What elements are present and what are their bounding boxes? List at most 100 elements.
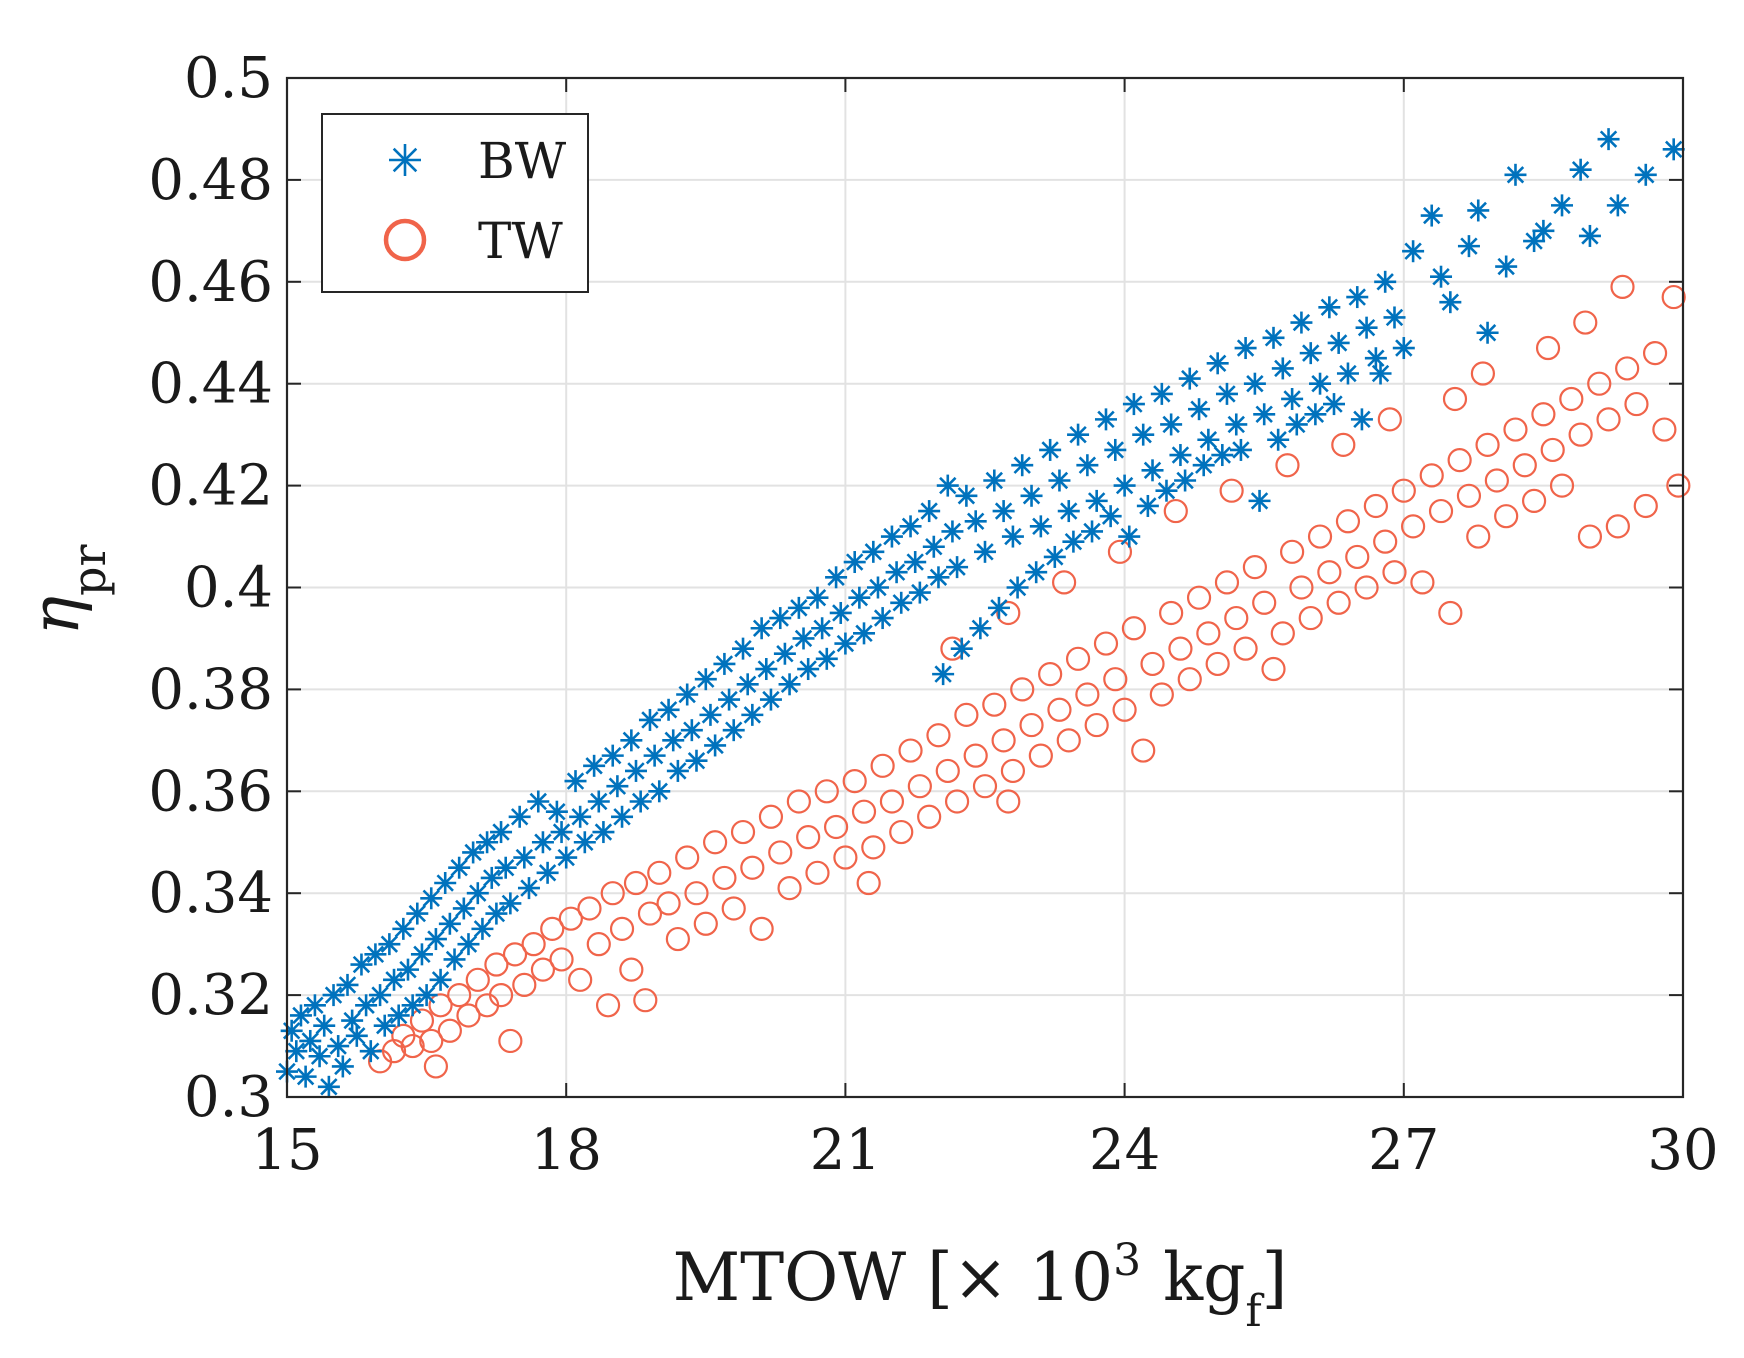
bw-point xyxy=(946,556,969,579)
tw-point xyxy=(1438,600,1463,626)
bw-point xyxy=(1081,520,1104,543)
tw-point xyxy=(833,845,858,870)
bw-point xyxy=(806,586,829,609)
bw-point xyxy=(941,520,964,543)
bw-point xyxy=(987,596,1010,619)
tw-point xyxy=(1000,758,1026,784)
x-axis-label: MTOW [× 103 kgf] xyxy=(673,1235,1288,1337)
bw-point xyxy=(364,943,387,966)
bw-point xyxy=(787,596,810,619)
x-tick-label: 24 xyxy=(1089,1118,1160,1183)
bw-point xyxy=(1215,382,1238,405)
bw-point xyxy=(499,892,522,915)
bw-point xyxy=(317,1075,340,1098)
x-tick-label: 18 xyxy=(531,1118,602,1183)
y-axis-label-subscript: pr xyxy=(62,544,116,595)
tw-point xyxy=(851,799,877,824)
bw-point xyxy=(643,744,666,767)
tw-point xyxy=(1326,590,1351,615)
bw-point xyxy=(611,805,634,828)
tw-point xyxy=(1112,697,1137,722)
bw-point xyxy=(1048,469,1071,492)
tw-point xyxy=(568,967,593,992)
tw-point xyxy=(1540,437,1565,463)
tw-point xyxy=(996,789,1021,814)
bw-point xyxy=(606,775,629,798)
bw-point xyxy=(345,1024,368,1047)
tw-point xyxy=(1610,274,1635,299)
bw-point xyxy=(396,958,419,981)
bw-point xyxy=(1364,347,1387,370)
bw-point xyxy=(448,856,471,879)
tw-point xyxy=(972,774,998,799)
bw-point xyxy=(936,474,959,497)
legend-label-tw: TW xyxy=(478,212,563,270)
bw-point xyxy=(718,688,741,711)
tw-point xyxy=(1605,514,1630,539)
bw-point xyxy=(527,790,550,813)
x-axis-label-close: ] xyxy=(1262,1239,1288,1316)
bw-point xyxy=(415,984,438,1007)
bw-point xyxy=(1457,235,1480,258)
tw-point xyxy=(1149,682,1174,707)
tw-point xyxy=(488,982,514,1008)
bw-point xyxy=(336,973,359,996)
tw-point xyxy=(982,692,1007,717)
bw-point xyxy=(1085,489,1108,512)
bw-point xyxy=(601,744,624,767)
bw-point xyxy=(1420,204,1443,227)
bw-point xyxy=(648,780,671,803)
tw-point xyxy=(647,860,672,885)
y-tick-label: 0.48 xyxy=(148,148,273,213)
bw-point xyxy=(815,647,838,670)
bw-point xyxy=(1132,423,1155,446)
bw-point xyxy=(1262,326,1285,349)
bw-point xyxy=(848,586,871,609)
tw-point xyxy=(1093,631,1119,656)
bw-point xyxy=(457,933,480,956)
bw-point xyxy=(1076,454,1099,477)
bw-point xyxy=(429,968,452,991)
x-axis-label-unit: kg xyxy=(1163,1239,1245,1316)
tw-point xyxy=(963,743,988,768)
bw-point xyxy=(443,948,466,971)
tw-point xyxy=(1666,473,1691,498)
bw-point xyxy=(885,561,908,584)
tw-point xyxy=(1224,605,1249,631)
tw-point xyxy=(437,1018,462,1043)
bw-point xyxy=(573,831,596,854)
tw-point xyxy=(1615,356,1640,381)
bw-point xyxy=(969,617,992,640)
bw-point xyxy=(313,1014,336,1037)
tw-point xyxy=(1010,677,1035,702)
bw-point xyxy=(1597,128,1620,151)
bw-point xyxy=(625,759,647,782)
tw-point xyxy=(419,1028,444,1054)
bw-point xyxy=(1043,545,1066,568)
bw-point xyxy=(680,719,703,742)
tw-point xyxy=(1587,371,1612,396)
bw-point xyxy=(564,770,587,793)
bw-point xyxy=(1104,438,1127,461)
bw-point xyxy=(741,703,764,726)
tw-point xyxy=(1052,570,1077,595)
legend-bw-asterisk-icon xyxy=(389,144,421,176)
bw-point xyxy=(1369,362,1392,385)
tw-point xyxy=(1121,616,1147,641)
legend: BW TW xyxy=(321,113,589,293)
tw-point xyxy=(1410,570,1435,595)
bw-point xyxy=(476,831,499,854)
tw-point xyxy=(1038,662,1063,687)
x-tick-label: 27 xyxy=(1368,1118,1439,1183)
tw-point xyxy=(1177,667,1202,692)
bw-point xyxy=(713,652,736,675)
bw-point xyxy=(1211,444,1234,467)
bw-point xyxy=(327,1035,350,1058)
bw-point xyxy=(1495,255,1518,278)
bw-point xyxy=(331,1055,354,1078)
tw-point xyxy=(1549,473,1575,498)
tw-point xyxy=(786,789,811,814)
bw-point xyxy=(490,821,513,844)
bw-point xyxy=(699,703,722,726)
tw-point xyxy=(805,860,830,885)
